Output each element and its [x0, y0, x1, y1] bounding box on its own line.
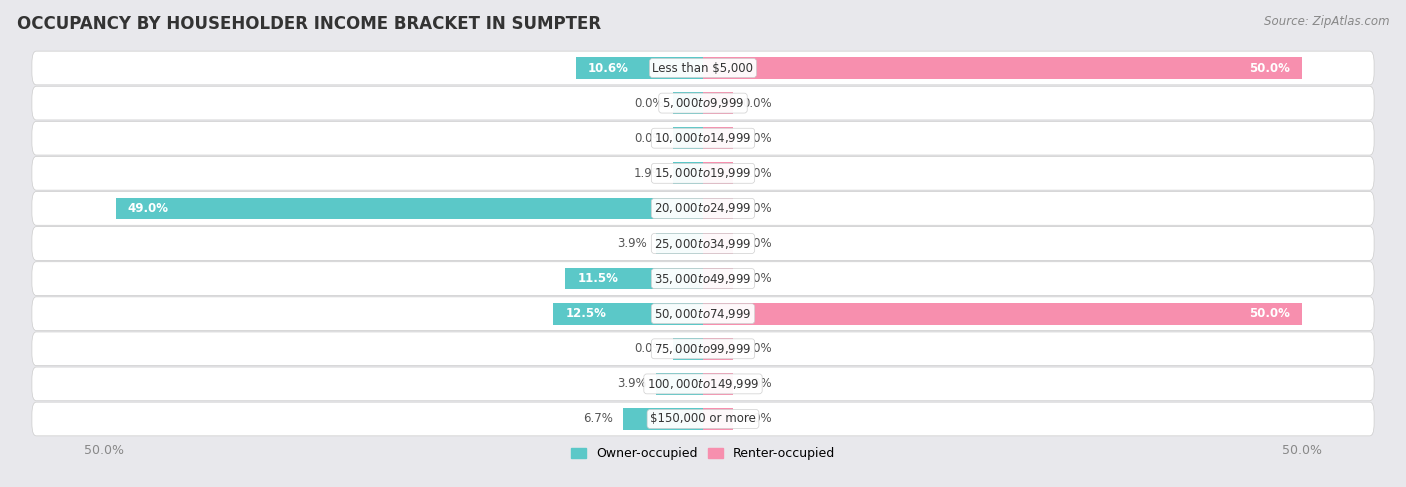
FancyBboxPatch shape — [32, 86, 1374, 120]
Text: 0.0%: 0.0% — [634, 342, 664, 356]
Text: 50.0%: 50.0% — [1249, 61, 1291, 75]
Text: Less than $5,000: Less than $5,000 — [652, 61, 754, 75]
Text: OCCUPANCY BY HOUSEHOLDER INCOME BRACKET IN SUMPTER: OCCUPANCY BY HOUSEHOLDER INCOME BRACKET … — [17, 15, 600, 33]
Text: $75,000 to $99,999: $75,000 to $99,999 — [654, 342, 752, 356]
Text: 0.0%: 0.0% — [742, 131, 772, 145]
Bar — [657, 373, 703, 395]
Text: $35,000 to $49,999: $35,000 to $49,999 — [654, 272, 752, 285]
Text: $25,000 to $34,999: $25,000 to $34,999 — [654, 237, 752, 250]
Text: 3.9%: 3.9% — [617, 377, 647, 391]
Legend: Owner-occupied, Renter-occupied: Owner-occupied, Renter-occupied — [567, 442, 839, 465]
Bar — [673, 92, 703, 114]
Text: 49.0%: 49.0% — [128, 202, 169, 215]
Bar — [673, 163, 703, 184]
FancyBboxPatch shape — [32, 262, 1374, 296]
FancyBboxPatch shape — [32, 297, 1374, 331]
Text: $5,000 to $9,999: $5,000 to $9,999 — [662, 96, 744, 110]
Text: 11.5%: 11.5% — [578, 272, 619, 285]
Bar — [673, 338, 703, 360]
Bar — [623, 408, 703, 430]
Bar — [553, 303, 703, 324]
Text: 3.9%: 3.9% — [617, 237, 647, 250]
Text: 6.7%: 6.7% — [583, 412, 613, 426]
Bar — [703, 127, 733, 149]
Text: 10.6%: 10.6% — [588, 61, 628, 75]
Bar — [703, 57, 1302, 79]
Bar — [703, 163, 733, 184]
Bar — [703, 373, 733, 395]
Bar — [576, 57, 703, 79]
Text: 0.0%: 0.0% — [742, 96, 772, 110]
Text: 0.0%: 0.0% — [634, 96, 664, 110]
Text: $15,000 to $19,999: $15,000 to $19,999 — [654, 166, 752, 180]
Text: 50.0%: 50.0% — [1249, 307, 1291, 320]
Bar — [703, 408, 733, 430]
Text: 12.5%: 12.5% — [565, 307, 606, 320]
Text: 1.9%: 1.9% — [634, 167, 664, 180]
Text: $150,000 or more: $150,000 or more — [650, 412, 756, 426]
FancyBboxPatch shape — [32, 191, 1374, 225]
FancyBboxPatch shape — [32, 402, 1374, 436]
Text: $100,000 to $149,999: $100,000 to $149,999 — [647, 377, 759, 391]
Text: Source: ZipAtlas.com: Source: ZipAtlas.com — [1264, 15, 1389, 28]
Bar — [703, 198, 733, 219]
Text: $20,000 to $24,999: $20,000 to $24,999 — [654, 202, 752, 215]
FancyBboxPatch shape — [32, 332, 1374, 366]
Bar — [703, 268, 733, 289]
Bar — [673, 127, 703, 149]
Text: 0.0%: 0.0% — [742, 272, 772, 285]
Bar — [565, 268, 703, 289]
Text: 0.0%: 0.0% — [742, 167, 772, 180]
Text: $50,000 to $74,999: $50,000 to $74,999 — [654, 307, 752, 321]
Bar — [703, 303, 1302, 324]
Text: 0.0%: 0.0% — [742, 377, 772, 391]
Bar — [657, 233, 703, 254]
FancyBboxPatch shape — [32, 121, 1374, 155]
Text: 0.0%: 0.0% — [742, 342, 772, 356]
Bar — [703, 233, 733, 254]
Text: $10,000 to $14,999: $10,000 to $14,999 — [654, 131, 752, 145]
Text: 0.0%: 0.0% — [742, 202, 772, 215]
Text: 0.0%: 0.0% — [742, 237, 772, 250]
Bar — [703, 338, 733, 360]
FancyBboxPatch shape — [32, 51, 1374, 85]
Bar — [115, 198, 703, 219]
FancyBboxPatch shape — [32, 367, 1374, 401]
FancyBboxPatch shape — [32, 226, 1374, 261]
Text: 0.0%: 0.0% — [742, 412, 772, 426]
Text: 0.0%: 0.0% — [634, 131, 664, 145]
Bar — [703, 92, 733, 114]
FancyBboxPatch shape — [32, 156, 1374, 190]
